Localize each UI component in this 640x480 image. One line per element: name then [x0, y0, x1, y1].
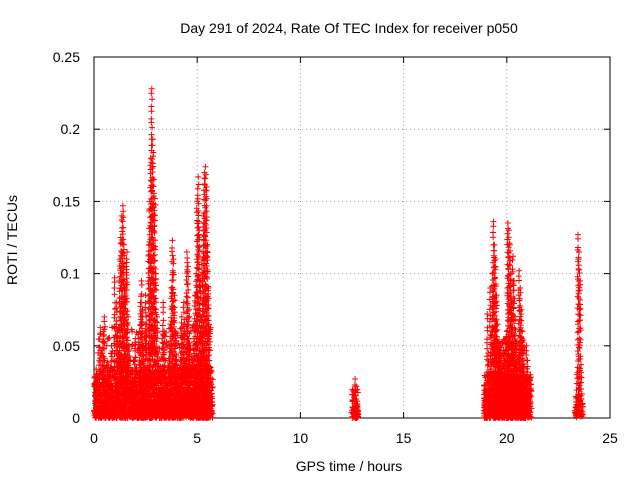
data-point	[200, 414, 207, 421]
data-point	[101, 318, 108, 325]
data-point	[104, 359, 111, 366]
x-tick-label: 25	[602, 430, 618, 446]
chart-title: Day 291 of 2024, Rate Of TEC Index for r…	[180, 20, 518, 36]
data-point	[149, 142, 156, 149]
data-point	[204, 414, 211, 421]
data-point	[104, 336, 111, 343]
data-point	[149, 155, 156, 162]
data-point	[183, 293, 190, 300]
data-point	[113, 299, 120, 306]
data-point	[148, 119, 155, 126]
data-point	[148, 90, 155, 97]
y-tick-label: 0.15	[53, 193, 80, 209]
data-point	[100, 339, 107, 346]
data-point	[142, 292, 149, 299]
data-point	[111, 291, 118, 298]
data-point	[195, 258, 202, 265]
data-point	[146, 251, 153, 258]
data-point	[119, 202, 126, 209]
data-point	[120, 214, 127, 221]
data-point	[111, 284, 118, 291]
data-point	[184, 294, 191, 301]
y-tick-label: 0.25	[53, 49, 80, 65]
y-tick-label: 0	[72, 410, 80, 426]
data-point	[148, 108, 155, 115]
data-point	[184, 259, 191, 266]
x-tick-label: 5	[193, 430, 201, 446]
data-point	[111, 279, 118, 286]
axis-ticks: 0 5 10 15 20 25 0 0.05 0.1 0.15 0.2 0.25	[53, 49, 618, 446]
data-points	[91, 85, 586, 421]
data-point	[183, 270, 190, 277]
data-point	[183, 248, 190, 255]
data-point	[168, 248, 175, 255]
y-tick-label: 0.1	[61, 266, 81, 282]
data-point	[195, 173, 202, 180]
x-tick-label: 0	[90, 430, 98, 446]
data-point	[185, 280, 192, 287]
data-point	[118, 216, 125, 223]
data-point	[119, 218, 126, 225]
data-point	[159, 322, 166, 329]
data-point	[169, 252, 176, 259]
data-point	[169, 237, 176, 244]
data-point	[149, 136, 156, 143]
data-point	[195, 231, 202, 238]
data-point	[149, 96, 156, 103]
data-point	[97, 324, 104, 331]
data-point	[113, 305, 120, 312]
data-point	[201, 175, 208, 182]
data-point	[138, 322, 145, 329]
data-point	[138, 281, 145, 288]
data-point	[131, 358, 138, 365]
x-tick-label: 20	[499, 430, 515, 446]
data-point	[160, 317, 167, 324]
data-point	[170, 414, 177, 421]
data-point	[102, 323, 109, 330]
data-point	[194, 185, 201, 192]
data-point	[185, 286, 192, 293]
data-point	[180, 414, 187, 421]
data-point	[184, 263, 191, 270]
data-point	[120, 208, 127, 215]
data-point	[160, 309, 167, 316]
y-tick-label: 0.2	[61, 121, 81, 137]
data-point	[170, 277, 177, 284]
data-point	[194, 195, 201, 202]
x-tick-label: 15	[396, 430, 412, 446]
data-point	[195, 181, 202, 188]
data-point	[120, 224, 127, 231]
data-point	[108, 353, 115, 360]
y-tick-label: 0.05	[53, 338, 80, 354]
data-point	[143, 313, 150, 320]
data-point	[129, 328, 136, 335]
data-point	[98, 414, 105, 421]
data-point	[194, 265, 201, 272]
data-point	[193, 209, 200, 216]
data-point	[122, 414, 129, 421]
x-tick-label: 10	[293, 430, 309, 446]
